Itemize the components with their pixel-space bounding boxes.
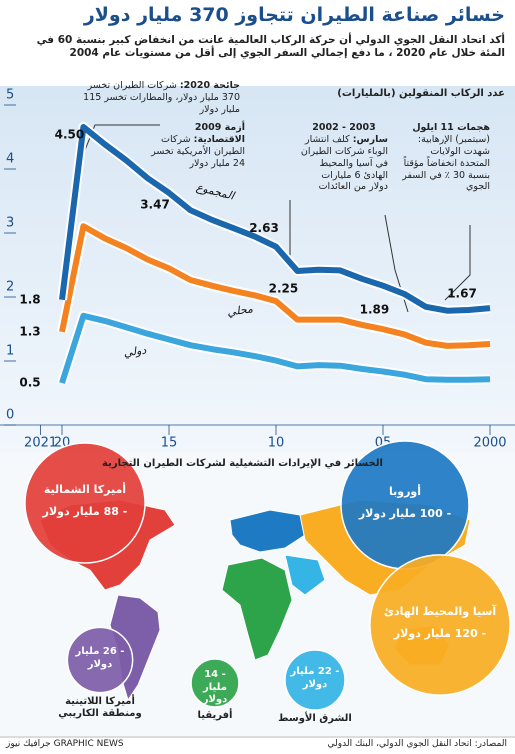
region-bubble — [66, 626, 134, 694]
y-tick-label: 3 — [6, 216, 14, 231]
region-bubble — [369, 554, 511, 696]
data-label: 1.89 — [360, 303, 390, 317]
annotation-text: شركات الطيران تخسر 370 مليار دولار، والم… — [83, 80, 240, 115]
region-value: - 26 مليار دولار — [75, 646, 125, 670]
data-label: 1.3 — [19, 324, 40, 338]
leader-line — [444, 225, 471, 301]
brand-ar: جرافيك نيوز — [6, 739, 51, 749]
x-tick-label: 15 — [161, 436, 178, 451]
region-value: - 88 مليار دولار — [42, 505, 128, 518]
region-name: الشرق الأوسط — [278, 713, 352, 725]
y-tick-label: 5 — [6, 88, 14, 103]
series-line — [59, 124, 491, 314]
map-title: الخسائر في الإيرادات التشغيلية لشركات ال… — [102, 458, 383, 469]
x-tick-label: 2000 — [473, 436, 506, 451]
region-value: - 14 مليار دولار — [202, 669, 228, 705]
region-value: - 120 مليار دولار — [393, 627, 487, 640]
leader-line — [84, 124, 160, 151]
annotation-text: شركات الطيران الأمريكية تخسر 24 مليار دو… — [151, 133, 245, 169]
series-name: محلي — [226, 302, 253, 318]
annotation-title: سارس: — [352, 133, 388, 145]
annotation-title: جائحة 2020: — [179, 80, 240, 91]
region-name: أميركا الشمالية — [43, 483, 127, 496]
region-name: آسيا والمحيط الهادئ — [383, 605, 497, 618]
source: المصادر: اتحاد النقل الجوي الدولي، البنك… — [327, 739, 507, 749]
region-value: - 22 مليار دولار — [290, 666, 340, 690]
y-tick-label: 1 — [6, 344, 14, 359]
brand: جرافيك نيوز GRAPHIC NEWS — [6, 739, 124, 750]
region-bubble — [190, 658, 240, 708]
x-tick-label: 10 — [268, 436, 285, 451]
annotation: أزمة 2009 الاقتصادية: شركات الطيران الأم… — [150, 122, 245, 170]
middle-east — [284, 554, 326, 596]
annotation-text: (سبتمبر) الإرهابية: شهدت الولايات المتحد… — [402, 133, 490, 193]
y-axis-label: عدد الركاب المنقولين (بالمليارات) — [337, 88, 505, 99]
x-tick-label: 2021 — [24, 436, 57, 451]
data-label: 1.67 — [447, 287, 477, 301]
africa — [221, 557, 293, 661]
annotation: جائحة 2020: شركات الطيران تخسر 370 مليار… — [75, 80, 240, 116]
region-bubble — [284, 649, 346, 711]
annotation: هجمات 11 ايلول (سبتمبر) الإرهابية: شهدت … — [398, 122, 490, 193]
europe — [229, 509, 306, 553]
series-line — [59, 223, 491, 349]
annotation: 2003 - 2002 سارس: كلف انتشار الوباء شركات… — [300, 122, 388, 193]
region-name: أفريقيا — [197, 709, 233, 721]
y-tick-label: 4 — [6, 152, 14, 167]
data-label: 4.50 — [55, 128, 85, 142]
data-label: 3.47 — [140, 197, 170, 211]
y-tick-label: 0 — [6, 408, 14, 423]
annotation-header: 2003 - 2002 — [312, 122, 376, 133]
annotation-title: هجمات 11 ايلول — [412, 122, 490, 133]
brand-en: GRAPHIC NEWS — [53, 739, 124, 749]
title: خسائر صناعة الطيران تتجاوز 370 مليار دول… — [83, 4, 505, 26]
data-label: 1.8 — [19, 292, 40, 306]
region-value: - 100 مليار دولار — [358, 507, 452, 520]
region-name: أوروبا — [388, 485, 422, 498]
series-line — [59, 312, 491, 384]
region-bubble — [24, 442, 146, 564]
series-name: دولي — [123, 343, 147, 359]
data-label: 2.25 — [269, 282, 299, 296]
data-label: 0.5 — [19, 376, 40, 390]
y-tick-label: 2 — [6, 280, 14, 295]
subtitle: أكد اتحاد النقل الجوي الدولي أن حركة الر… — [36, 34, 505, 60]
data-label: 2.63 — [249, 221, 279, 235]
annotation-text: كلف انتشار الوباء شركات الطيران في آسيا … — [300, 133, 388, 193]
region-name: أميركا اللاتينية ومنطقة الكاريبي — [58, 695, 142, 720]
annotation-title: أزمة 2009 الاقتصادية: — [193, 122, 245, 145]
